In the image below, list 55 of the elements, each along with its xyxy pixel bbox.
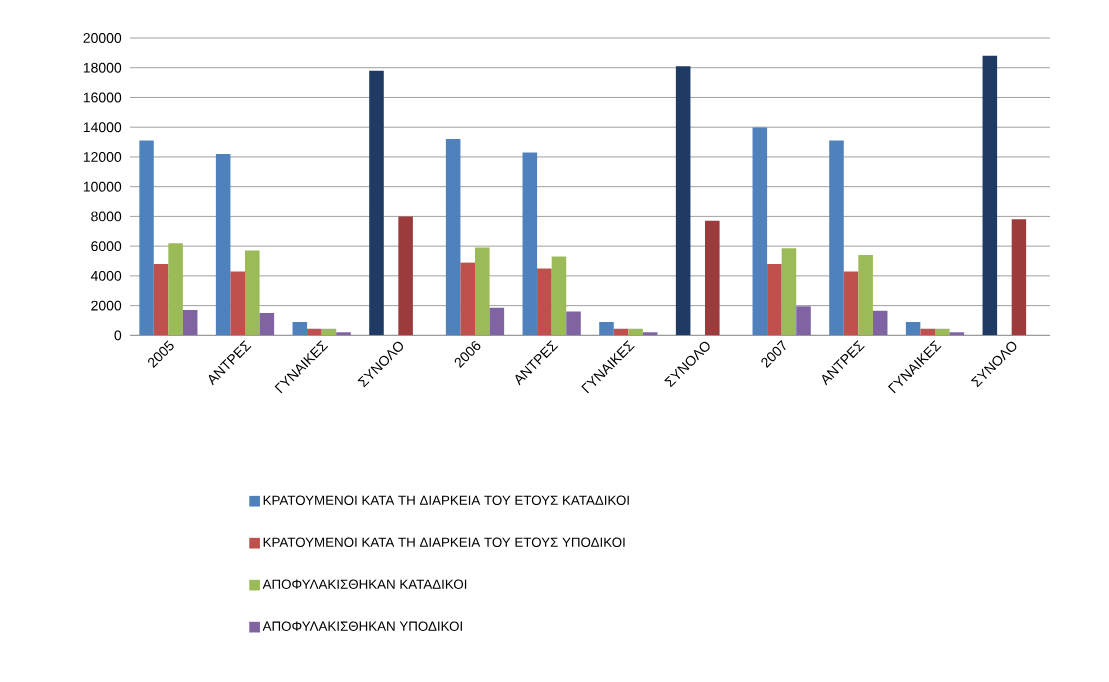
y-tick-label: 20000 <box>83 33 122 43</box>
y-tick-label: 10000 <box>83 181 122 192</box>
bar <box>599 321 614 336</box>
bar <box>675 66 691 336</box>
y-tick-label: 8000 <box>91 211 122 222</box>
bar <box>182 310 198 336</box>
bar <box>767 263 782 336</box>
bar <box>705 220 720 336</box>
y-tick-label: 6000 <box>91 241 122 252</box>
bar <box>858 255 873 336</box>
bar <box>230 271 246 336</box>
bar <box>139 140 154 336</box>
bar <box>168 243 183 336</box>
y-tick-label: 2000 <box>91 300 122 311</box>
y-tick-label: 18000 <box>83 62 122 73</box>
bar <box>489 307 505 336</box>
legend-label: ΚΡΑΤΟΥΜΕΝΟΙ ΚΑΤΑ ΤΗ ΔΙΑΡΚΕΙΑ ΤΟΥ ΕΤΟΥΣ ΚΑΤΑΔΙΚΟΙ <box>263 495 629 505</box>
legend-label: ΑΠΟΦΥΛΑΚΙΣΘΗΚΑΝ ΥΠΟΔΙΚΟΙ <box>262 621 462 631</box>
bar <box>1011 219 1027 336</box>
y-tick-label: 12000 <box>83 151 122 162</box>
y-tick-label: 4000 <box>90 270 122 281</box>
bar <box>153 263 169 336</box>
bar <box>245 250 260 336</box>
bar <box>522 152 538 336</box>
bar <box>398 216 413 336</box>
bar <box>445 139 461 336</box>
bar <box>369 70 384 336</box>
bar <box>781 248 797 336</box>
bar <box>905 321 921 336</box>
y-tick-label: 0 <box>114 330 122 341</box>
bar <box>551 256 567 336</box>
bar <box>829 140 844 336</box>
legend-label: ΚΡΑΤΟΥΜΕΝΟΙ ΚΑΤΑ ΤΗ ΔΙΑΡΚΕΙΑ ΤΟΥ ΕΤΟΥΣ ΥΠΟΔΙΚΟΙ <box>263 537 625 547</box>
bar <box>628 328 643 336</box>
bar <box>982 55 998 336</box>
bar <box>949 332 965 336</box>
bar <box>292 321 308 336</box>
bar <box>475 247 490 336</box>
bar <box>307 328 322 336</box>
bar <box>796 306 811 336</box>
bar <box>642 332 658 336</box>
bar <box>537 268 552 336</box>
bar <box>259 313 275 336</box>
legend-label: ΑΠΟΦΥΛΑΚΙΣΘΗΚΑΝ ΚΑΤΑΔΙΚΟΙ <box>262 579 467 589</box>
bar <box>920 328 936 336</box>
bar <box>935 328 950 336</box>
y-tick-label: 16000 <box>83 92 122 103</box>
bar <box>872 310 888 336</box>
bar <box>566 311 581 336</box>
bar <box>215 153 231 336</box>
y-tick-label: 14000 <box>83 122 122 133</box>
bar <box>336 332 351 336</box>
bar <box>460 262 476 336</box>
bar <box>843 271 859 336</box>
bar <box>752 127 768 336</box>
